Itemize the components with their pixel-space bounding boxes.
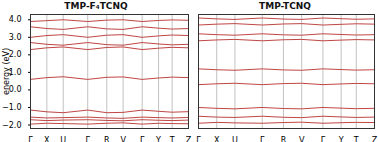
svg-text:Y: Y	[155, 136, 161, 142]
svg-text:Y: Y	[338, 136, 344, 142]
svg-text:Γ: Γ	[260, 136, 265, 142]
svg-text:Γ: Γ	[196, 136, 201, 142]
svg-text:4.0: 4.0	[9, 15, 22, 24]
svg-text:Z: Z	[186, 136, 192, 142]
svg-text:X: X	[44, 136, 50, 142]
svg-text:1.0: 1.0	[8, 67, 22, 77]
html-text:TMP-F₄TCNQ: TMP-F₄TCNQ	[64, 1, 128, 11]
svg-text:Γ: Γ	[28, 136, 33, 142]
svg-text:X: X	[214, 136, 220, 142]
svg-text:U: U	[232, 136, 238, 142]
svg-text:Γ: Γ	[85, 136, 90, 142]
svg-text:T: T	[353, 136, 359, 142]
svg-text:Z: Z	[372, 136, 378, 142]
svg-text:2.0: 2.0	[8, 50, 22, 60]
svg-text:R: R	[104, 136, 110, 142]
svg-text:Γ: Γ	[140, 136, 145, 142]
svg-text:V: V	[299, 136, 305, 142]
svg-text:Γ: Γ	[321, 136, 326, 142]
html-text:TMP-TCNQ: TMP-TCNQ	[259, 1, 311, 11]
svg-text:V: V	[120, 136, 126, 142]
svg-text:3.0: 3.0	[9, 33, 22, 42]
svg-text:energy (eV): energy (eV)	[2, 48, 11, 95]
svg-text:−2.0: −2.0	[2, 121, 21, 130]
svg-text:R: R	[281, 136, 287, 142]
svg-text:T: T	[169, 136, 175, 142]
svg-text:0.0: 0.0	[8, 85, 22, 95]
svg-text:−1.0: −1.0	[2, 103, 21, 112]
svg-text:U: U	[60, 136, 66, 142]
